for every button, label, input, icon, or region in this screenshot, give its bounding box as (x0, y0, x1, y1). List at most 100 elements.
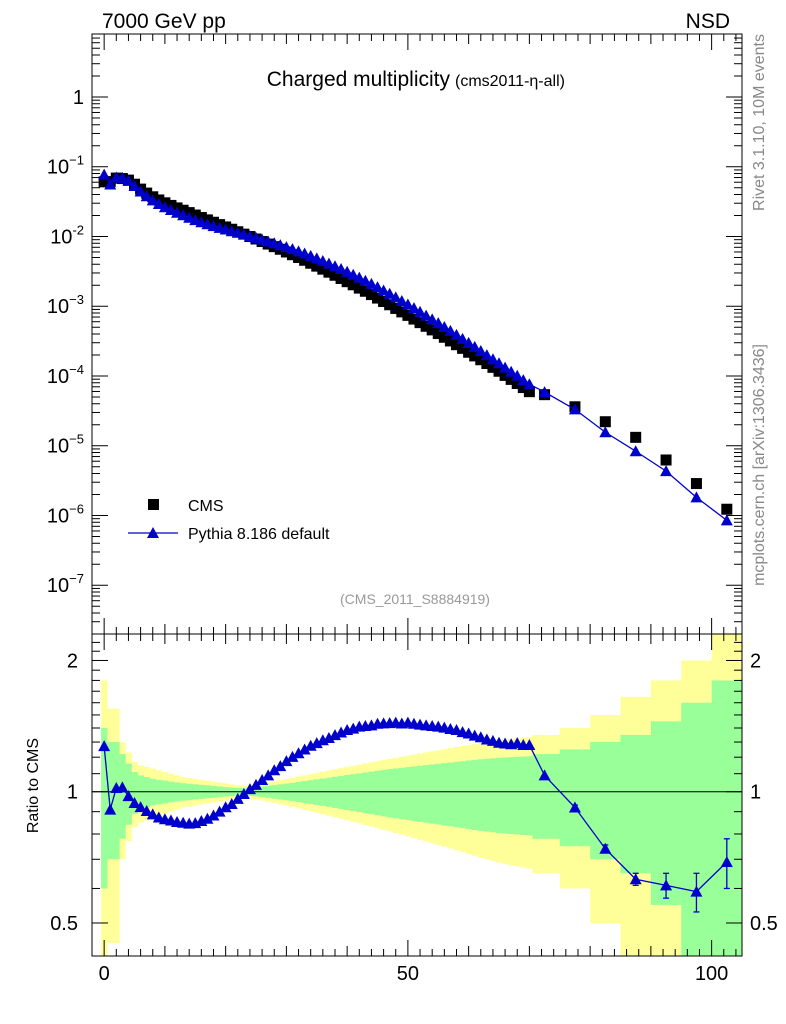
pythia-point (328, 260, 341, 272)
legend-marker-cms (148, 499, 159, 510)
pythia-point (420, 309, 433, 321)
ratio-point (237, 788, 250, 800)
ratio-point (250, 778, 263, 790)
ratio-point (243, 783, 256, 795)
energy-label: 7000 GeV pp (102, 10, 226, 33)
cms-point (511, 377, 523, 389)
pythia-point (517, 374, 530, 386)
pythia-point (407, 302, 420, 314)
cms-point (408, 313, 420, 325)
band-inner (143, 777, 151, 808)
legend: CMS Pythia 8.186 default (128, 498, 330, 543)
band-inner (325, 777, 333, 807)
plot-title: Charged multiplicity (267, 68, 451, 91)
ratio-point (310, 737, 323, 749)
ratio-point (660, 879, 673, 891)
ratio-point (104, 803, 117, 815)
pythia-point (401, 298, 414, 310)
band-inner (465, 760, 472, 830)
band-inner (681, 702, 712, 956)
main-ytick-base: 10 (50, 226, 72, 248)
cms-point (384, 299, 396, 311)
cms-point (335, 272, 347, 284)
cms-point (390, 302, 402, 314)
pythia-point (158, 201, 171, 213)
band-inner (344, 775, 351, 811)
ratio-ylabel: Ratio to CMS (25, 738, 42, 833)
pythia-point (480, 349, 493, 361)
ratio-ytick-label: 2 (67, 650, 78, 672)
ratio-point (201, 812, 214, 824)
ratio-point (274, 760, 287, 772)
band-inner (398, 767, 406, 820)
band-inner (137, 775, 144, 810)
legend-label-cms: CMS (188, 498, 224, 515)
ratio-point (538, 769, 551, 781)
band-inner (404, 767, 412, 821)
ratio-xtick-label: 0 (99, 963, 110, 985)
cms-point (402, 309, 414, 321)
pythia-point (395, 294, 408, 306)
pythia-point (568, 403, 581, 415)
cms-point (469, 350, 481, 362)
band-inner (508, 757, 515, 834)
pythia-point (432, 317, 445, 329)
cms-point (499, 369, 511, 381)
cms-point (323, 266, 335, 278)
band-inner (526, 756, 533, 836)
ratio-point (98, 740, 111, 752)
pythia-point (383, 287, 396, 299)
pythia-point (456, 332, 469, 344)
cms-point (353, 282, 365, 294)
cms-point (487, 361, 499, 373)
legend-marker-mc (147, 527, 159, 538)
pythia-point (493, 357, 506, 369)
main-ytick-exponent: −5 (69, 432, 84, 447)
ratio-point (568, 801, 581, 813)
pythia-point (353, 271, 366, 283)
pythia-point (450, 328, 463, 340)
band-inner (559, 749, 591, 847)
band-inner (131, 771, 138, 814)
pythia-point (720, 514, 733, 526)
cms-point (463, 346, 475, 358)
main-ytick-exponent: −6 (69, 501, 84, 516)
main-ytick-base: 10 (47, 157, 69, 179)
ratio-xtick-label: 50 (397, 963, 419, 985)
cms-point (359, 285, 371, 297)
pythia-point (486, 353, 499, 365)
band-inner (113, 742, 120, 860)
cms-point (317, 263, 329, 275)
cms-point (599, 416, 611, 428)
cms-point (438, 331, 450, 343)
cms-point (396, 306, 408, 318)
band-inner (532, 754, 561, 839)
legend-label-mc: Pythia 8.186 default (188, 526, 330, 543)
main-ytick-label: 10−1 (47, 153, 84, 179)
pythia-point (629, 445, 642, 457)
band-inner (380, 769, 387, 817)
ratio-point (599, 842, 612, 854)
pythia-point (462, 336, 475, 348)
ratio-point (268, 764, 281, 776)
main-ytick-base: 10 (47, 436, 69, 458)
pythia-point (98, 168, 111, 180)
pythia-point (426, 313, 439, 325)
band-inner (620, 734, 652, 874)
pythia-point (468, 340, 481, 352)
band-inner (459, 761, 466, 829)
band-inner (502, 757, 509, 834)
main-ytick-exponent: -2 (72, 222, 84, 237)
main-ytick-label: 10−6 (47, 501, 84, 527)
main-ytick-exponent: −7 (69, 571, 84, 586)
ratio-plot-frame (91, 633, 743, 957)
plot-subtitle: (cms2011-η-all) (455, 73, 565, 90)
band-inner (435, 763, 442, 825)
main-ytick-label: 10-2 (50, 222, 84, 248)
pythia-point (505, 365, 518, 377)
pythia-point (104, 178, 117, 190)
main-ytick-exponent: −1 (69, 153, 84, 168)
ratio-ytick-label-right: 0.5 (750, 913, 778, 935)
main-plot-frame (91, 33, 743, 635)
